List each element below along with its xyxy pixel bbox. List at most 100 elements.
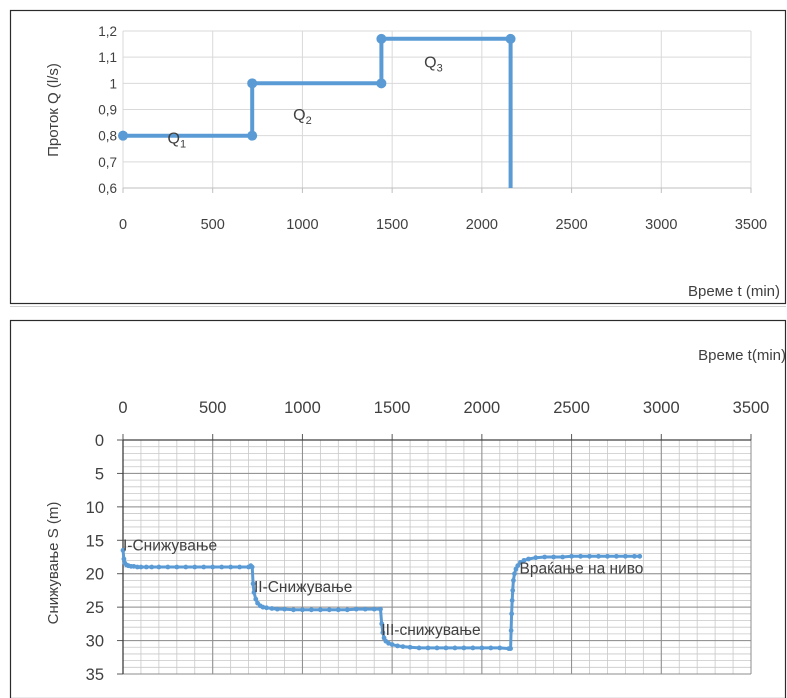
drawdown-point bbox=[509, 598, 515, 603]
drawdown-point bbox=[120, 547, 126, 553]
drawdown-point bbox=[201, 564, 207, 570]
drawdown-point bbox=[511, 578, 516, 583]
top-y-axis-label: Проток Q (l/s) bbox=[45, 63, 62, 157]
drawdown-point bbox=[400, 644, 406, 649]
top-x-tick-label: 3500 bbox=[735, 217, 767, 233]
phase-label: II-Снижување bbox=[254, 579, 352, 596]
drawdown-point bbox=[156, 564, 162, 570]
drawdown-point bbox=[407, 644, 413, 650]
top-x-tick-label: 1500 bbox=[376, 217, 408, 233]
drawdown-point bbox=[380, 630, 386, 635]
drawdown-point bbox=[605, 553, 610, 559]
drawdown-point bbox=[121, 556, 127, 562]
drawdown-point bbox=[521, 557, 527, 563]
drawdown-point bbox=[210, 564, 216, 570]
drawdown-point bbox=[165, 564, 171, 570]
bottom-x-tick-label: 3500 bbox=[733, 399, 770, 417]
drawdown-point bbox=[379, 621, 385, 627]
drawdown-point bbox=[249, 564, 255, 570]
drawdown-point bbox=[134, 564, 140, 570]
drawdown-point bbox=[149, 564, 155, 570]
phase-label: III-снижување bbox=[381, 622, 480, 639]
drawdown-point bbox=[371, 606, 377, 612]
top-y-tick-label: 0,6 bbox=[98, 181, 117, 196]
top-x-tick-label: 2000 bbox=[466, 217, 498, 233]
drawdown-point bbox=[508, 646, 513, 651]
bottom-annotations: I-Снижување II-Снижување III-снижување Враќ… bbox=[123, 537, 643, 639]
drawdown-point bbox=[508, 628, 514, 633]
drawdown-point bbox=[317, 607, 323, 613]
bottom-y-tick-labels: 0 5 10 15 20 25 30 35 bbox=[86, 432, 104, 684]
bottom-y-tick-label: 20 bbox=[86, 566, 104, 584]
drawdown-point bbox=[518, 559, 523, 565]
drawdown-point bbox=[587, 553, 592, 559]
bottom-x-tick-label: 1500 bbox=[374, 399, 411, 417]
flow-rate-point bbox=[247, 130, 258, 141]
drawdown-point bbox=[251, 590, 257, 595]
drawdown-point bbox=[264, 605, 269, 611]
top-x-tick-label: 1000 bbox=[286, 217, 318, 233]
bottom-x-tick-label: 1000 bbox=[284, 399, 321, 417]
top-y-tick-label: 1 bbox=[109, 76, 117, 91]
bottom-x-tick-label: 2500 bbox=[553, 399, 590, 417]
drawdown-point bbox=[560, 554, 565, 560]
bottom-y-axis-label: Снижување S (m) bbox=[45, 502, 62, 625]
drawdown-point bbox=[637, 553, 643, 559]
flow-rate-point bbox=[376, 33, 387, 44]
drawdown-point bbox=[237, 564, 243, 570]
drawdown-point bbox=[143, 564, 149, 570]
top-x-tick-labels: 0 500 1000 1500 2000 2500 3000 3500 bbox=[119, 217, 767, 233]
drawdown-point bbox=[192, 564, 198, 570]
drawdown-point bbox=[470, 645, 476, 651]
top-x-axis-label: Време t (min) bbox=[688, 283, 780, 300]
bottom-y-tick-label: 10 bbox=[86, 499, 104, 517]
top-y-tick-label: 0,9 bbox=[98, 103, 117, 118]
bottom-x-tick-label: 500 bbox=[199, 399, 227, 417]
drawdown-point bbox=[183, 564, 189, 570]
top-y-tick-label: 1,2 bbox=[98, 24, 117, 39]
phase-label: Враќање на ниво bbox=[520, 561, 644, 578]
drawdown-point bbox=[497, 645, 503, 651]
drawdown-point bbox=[614, 553, 619, 559]
drawdown-point bbox=[488, 645, 494, 651]
flow-rate-point bbox=[247, 78, 258, 89]
drawdown-point bbox=[309, 607, 314, 613]
drawdown-point bbox=[623, 553, 628, 559]
top-y-tick-labels: 0,6 0,7 0,8 0,9 1 1,1 1,2 bbox=[98, 24, 117, 196]
drawdown-point bbox=[389, 642, 395, 647]
bottom-x-tick-labels: 0 500 1000 1500 2000 2500 3000 3500 bbox=[118, 399, 769, 417]
drawdown-point bbox=[253, 596, 259, 602]
bottom-y-tick-label: 15 bbox=[86, 532, 104, 550]
bottom-x-tick-label: 2000 bbox=[463, 399, 500, 417]
drawdown-point bbox=[344, 607, 350, 613]
drawdown-point bbox=[452, 645, 458, 651]
drawdown-point bbox=[260, 604, 266, 610]
phase-label: I-Снижување bbox=[123, 537, 217, 554]
bottom-x-tick-label: 0 bbox=[118, 399, 127, 417]
drawdown-point bbox=[526, 556, 531, 562]
drawdown-point bbox=[326, 607, 332, 613]
panel-border-top bbox=[9, 9, 787, 305]
top-x-tick-label: 500 bbox=[201, 217, 225, 233]
drawdown-point bbox=[533, 555, 539, 561]
drawdown-point bbox=[219, 564, 225, 570]
drawdown-chart: 0 5 10 15 20 25 30 35 0 500 1000 1500 2000 2500 3000 3… bbox=[45, 347, 786, 684]
drawdown-point bbox=[250, 581, 256, 587]
drawdown-point bbox=[542, 554, 548, 560]
panel-border-bottom bbox=[9, 319, 787, 698]
drawdown-point bbox=[416, 645, 422, 651]
drawdown-point bbox=[551, 554, 557, 560]
top-y-tick-label: 1,1 bbox=[98, 50, 117, 65]
flow-rate-line bbox=[123, 36, 513, 188]
flow-rate-point bbox=[118, 130, 128, 141]
drawdown-point bbox=[291, 607, 296, 613]
drawdown-point bbox=[569, 553, 574, 559]
drawdown-point bbox=[269, 606, 275, 611]
drawdown-point bbox=[300, 607, 305, 613]
bottom-x-tick-label: 3000 bbox=[643, 399, 680, 417]
drawdown-point bbox=[353, 606, 359, 612]
top-series bbox=[118, 33, 516, 188]
bottom-y-tick-label: 0 bbox=[95, 432, 104, 450]
drawdown-point bbox=[425, 645, 431, 651]
